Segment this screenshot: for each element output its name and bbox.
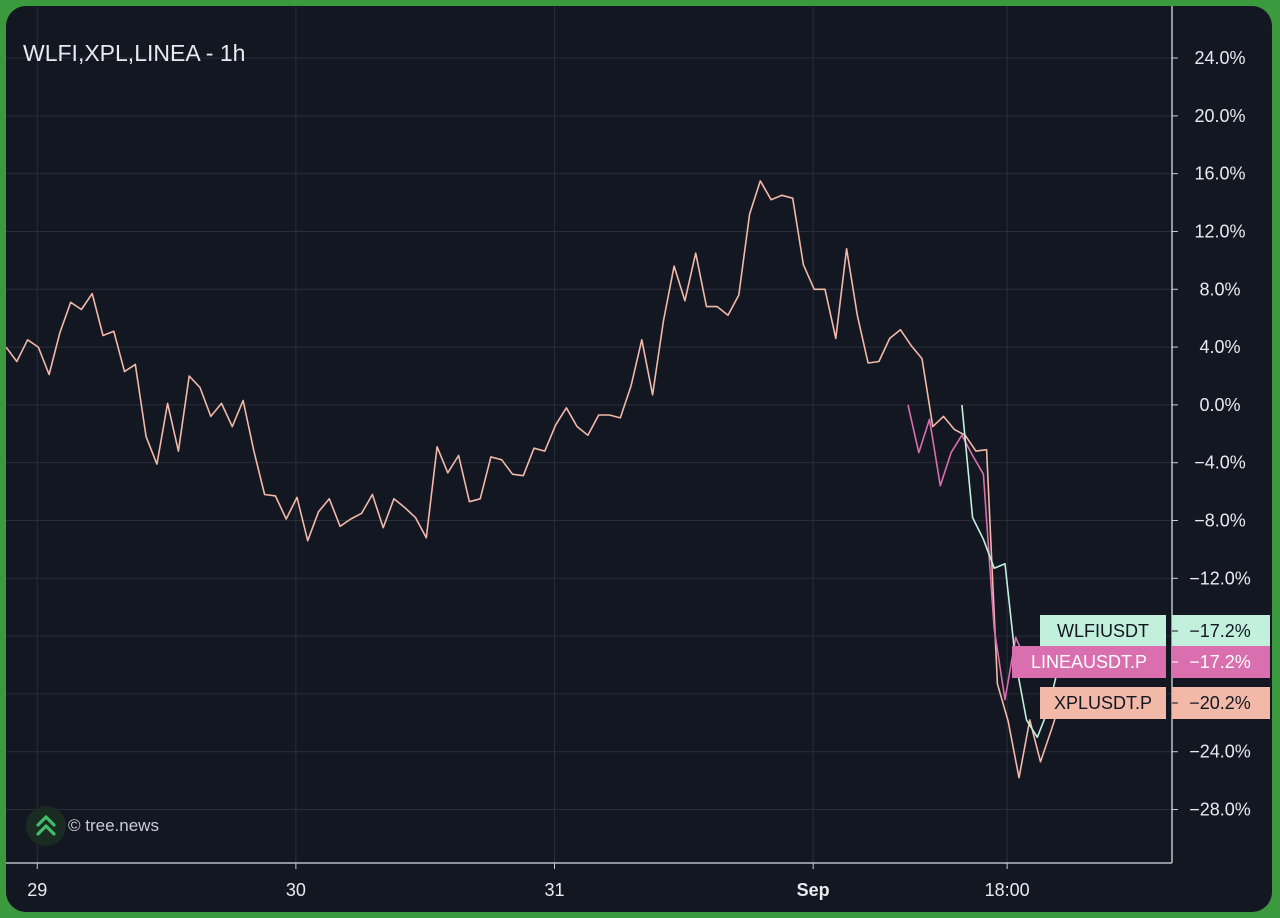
y-tick-label: −8.0% — [1194, 510, 1246, 530]
x-tick-label: 31 — [545, 880, 565, 900]
series-name-text: WLFIUSDT — [1057, 621, 1149, 641]
y-tick-label: 12.0% — [1194, 221, 1245, 241]
watermark: © tree.news — [26, 806, 159, 846]
y-tick-label: 8.0% — [1199, 279, 1240, 299]
y-tick-label: 20.0% — [1194, 106, 1245, 126]
axes: 24.0% 20.0% 16.0% 12.0% 8.0% 4.0% 0.0% −4.0% −8.… — [6, 6, 1251, 900]
y-tick-label: 4.0% — [1199, 337, 1240, 357]
y-tick-label: −28.0% — [1189, 800, 1251, 820]
series-value-tag — [1172, 615, 1270, 647]
watermark-text: © tree.news — [68, 816, 159, 835]
series-value-tag — [1172, 646, 1270, 678]
series-name-text: LINEAUSDT.P — [1031, 652, 1147, 672]
series-name-tag — [1040, 687, 1166, 719]
series-lines — [6, 180, 1071, 779]
x-tick-label: 30 — [286, 880, 306, 900]
grid-lines — [6, 6, 1172, 863]
chart-panel: 24.0% 20.0% 16.0% 12.0% 8.0% 4.0% 0.0% −4.0% −8.… — [6, 6, 1272, 912]
y-tick-label: 24.0% — [1194, 48, 1245, 68]
last-value-labels: WLFIUSDT −17.2% LINEAUSDT.P −17.2% XPLUSDT.P… — [1012, 615, 1270, 719]
series-name-text: XPLUSDT.P — [1054, 693, 1152, 713]
x-tick-label: 29 — [27, 880, 47, 900]
series-line-xplusdt-p — [6, 180, 1063, 779]
y-tick-label: −4.0% — [1194, 453, 1246, 473]
y-tick-label: −24.0% — [1189, 742, 1251, 762]
chart-title: WLFI,XPL,LINEA - 1h — [23, 40, 246, 66]
chart-canvas: 24.0% 20.0% 16.0% 12.0% 8.0% 4.0% 0.0% −4.0% −8.… — [6, 6, 1270, 900]
tree-news-logo-icon — [26, 806, 66, 846]
series-name-tag — [1012, 646, 1166, 678]
series-name-tag — [1040, 615, 1166, 647]
series-line-lineausdt-p — [907, 404, 1038, 701]
series-value-text: −20.2% — [1189, 693, 1251, 713]
y-tick-label: 0.0% — [1199, 395, 1240, 415]
y-tick-label: −12.0% — [1189, 568, 1251, 588]
series-value-text: −17.2% — [1189, 621, 1251, 641]
series-value-tag — [1172, 687, 1270, 719]
y-tick-label: 16.0% — [1194, 164, 1245, 184]
x-tick-label: Sep — [797, 880, 830, 900]
x-tick-label: 18:00 — [985, 880, 1030, 900]
series-value-text: −17.2% — [1189, 652, 1251, 672]
